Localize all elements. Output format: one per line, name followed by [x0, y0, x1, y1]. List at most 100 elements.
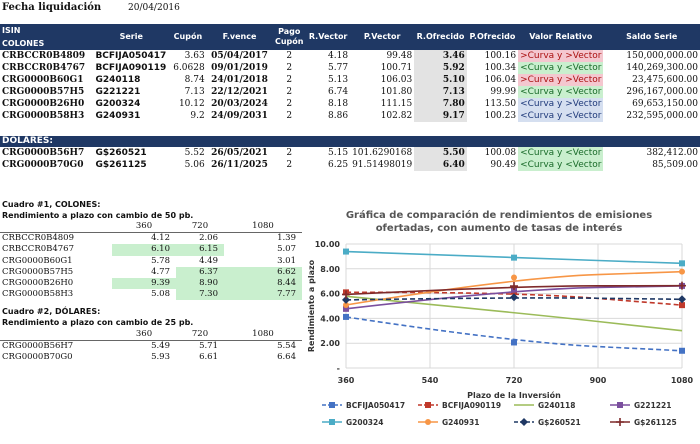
isin-cell: CRBCCR0B4767 [2, 63, 86, 73]
cuadro2-table: 360 720 1080 CRG0000B56H7 5.49 5.71 5.54 CRG000… [0, 329, 302, 364]
pofrecido-cell: 99.99 [490, 87, 517, 97]
rvector-cell: 5.15 [328, 148, 349, 158]
cuadro-value-cell: 5.93 [151, 352, 170, 363]
serie-cell: G240118 [95, 75, 141, 85]
cuadro-value-cell: 6.62 [224, 266, 302, 279]
cuadro-value-cell: 2.06 [199, 233, 218, 244]
series-point [511, 254, 517, 261]
pago-cell: 2 [286, 63, 293, 73]
colones-section-label: COLONES [0, 38, 94, 50]
pvector-cell: 102.82 [380, 111, 413, 121]
cuadro-value-cell: 6.15 [176, 244, 224, 256]
series-point [510, 282, 518, 291]
cuadro-value-cell: 5.07 [277, 244, 296, 255]
fvence-cell: 05/04/2017 [211, 51, 268, 61]
cuadro-value-cell: 9.39 [112, 278, 176, 290]
cuadro-header-cell: 720 [176, 221, 224, 234]
series-line-2 [345, 295, 683, 332]
y-tick-label: 8.00 [320, 265, 340, 274]
fvence-cell: 09/01/2019 [211, 63, 268, 73]
legend-label: G240931 [442, 418, 479, 427]
legend-label: G$260521 [538, 418, 581, 427]
cuadro-header-blank [0, 329, 112, 342]
cuadro-value-cell: 5.54 [277, 341, 296, 352]
rvector-cell: 5.77 [328, 63, 349, 73]
bond-row: CRG0000B60G1 G240118 8.74 24/01/2018 2 5.13 10… [0, 74, 700, 86]
col-rvector: R.Vector [306, 24, 351, 50]
rvector-cell: 8.86 [328, 111, 349, 121]
valor-relativo-cell: >Curva y >Vector [518, 50, 604, 62]
rofrecido-cell: 5.50 [414, 147, 467, 159]
series-line-5 [345, 270, 683, 306]
series-point [511, 339, 517, 346]
cupon-cell: 3.63 [184, 51, 205, 61]
legend-label: G240118 [538, 401, 575, 410]
valor-relativo-cell: >Curva y >Vector [518, 74, 604, 86]
fvence-cell: 22/12/2021 [211, 87, 268, 97]
chart-title-line2: ofertadas, con aumento de tasas de inter… [376, 222, 623, 234]
bond-row: CRG0000B70G0 G$261125 5.06 26/11/2025 2 6.25 9… [0, 159, 700, 171]
cuadro-value-cell: 4.49 [199, 255, 218, 266]
cuadro-header-cell: 720 [176, 329, 224, 342]
pvector-cell: 111.15 [380, 99, 413, 109]
rofrecido-cell: 7.13 [414, 86, 467, 98]
cuadro-value-cell: 6.64 [277, 352, 296, 363]
col-rofrecido: R.Ofrecido [414, 24, 467, 50]
cuadro-row: CRBCCR0B4809 4.12 2.06 1.39 [0, 233, 302, 245]
col-pago-cupon: Pago Cupón [272, 24, 307, 50]
series-point [425, 402, 431, 408]
legend-label: G200324 [346, 418, 383, 427]
fvence-cell: 26/11/2025 [211, 160, 268, 170]
series-point [343, 302, 349, 309]
fvence-cell: 24/01/2018 [211, 75, 268, 85]
series-line-0 [345, 316, 683, 352]
cuadro-value-cell: 8.44 [224, 278, 302, 290]
cuadro-header-cell: 1080 [224, 329, 302, 342]
cuadro-value-cell: 5.08 [151, 289, 170, 300]
saldo-cell: 382,412.00 [646, 148, 698, 158]
chart-title-line1: Gráfica de comparación de rendimientos d… [346, 209, 652, 221]
isin-cell: CRG0000B70G0 [2, 160, 84, 170]
cuadro-name-cell: CRBCCR0B4767 [2, 244, 75, 255]
rofrecido-cell: 5.92 [414, 62, 467, 74]
cupon-cell: 5.52 [184, 148, 205, 158]
cuadro-header-cell: 360 [112, 221, 176, 234]
cuadro-value-cell: 5.49 [151, 341, 170, 352]
x-tick-label: 1080 [671, 376, 694, 385]
legend-label: BCFIJA050417 [346, 401, 405, 410]
fecha-liquidacion-value: 20/04/2016 [128, 3, 180, 13]
col-pvector: P.Vector [350, 24, 415, 50]
cuadro-name-cell: CRG0000B56H7 [2, 341, 74, 352]
valor-relativo-cell: <Curva y <Vector [518, 62, 604, 74]
cuadro-value-cell: 3.01 [277, 255, 296, 266]
cupon-cell: 5.06 [184, 160, 205, 170]
bond-row: CRG0000B57H5 G221221 7.13 22/12/2021 2 6.74 10… [0, 86, 700, 98]
rofrecido-cell: 9.17 [414, 110, 467, 122]
cuadro-value-cell: 6.61 [199, 352, 218, 363]
series-line-6 [345, 297, 683, 301]
series-point [679, 260, 685, 267]
saldo-cell: 296,167,000.00 [626, 87, 698, 97]
cuadro-row: CRG0000B60G1 5.78 4.49 3.01 [0, 256, 302, 267]
cuadro-value-cell: 4.12 [151, 233, 170, 244]
y-tick-label: 6.00 [320, 290, 340, 299]
pvector-cell: 101.6290168 [352, 148, 413, 158]
saldo-cell: 232,595,000.00 [626, 111, 698, 121]
isin-cell: CRG0000B60G1 [2, 75, 84, 85]
valor-relativo-cell: <Curva y <Vector [518, 86, 604, 98]
pago-cell: 2 [286, 87, 293, 97]
cupon-cell: 10.12 [178, 99, 205, 109]
series-point [678, 295, 686, 304]
rofrecido-cell: 3.46 [414, 50, 467, 62]
cuadro1-title: Cuadro #1, COLONES: [2, 200, 101, 209]
series-point [329, 419, 335, 425]
col-isin: ISIN [0, 24, 94, 38]
col-cupon: Cupón [169, 24, 207, 50]
series-line-4 [345, 250, 683, 265]
cuadro-value-cell: 6.10 [112, 244, 176, 256]
col-valor-relativo: Valor Relativo [518, 24, 604, 50]
cuadro2-subtitle: Rendimiento a plazo con cambio de 25 pb. [2, 318, 194, 327]
pago-cell: 2 [286, 51, 293, 61]
isin-cell: CRG0000B56H7 [2, 148, 85, 158]
pago-cell: 2 [286, 75, 293, 85]
